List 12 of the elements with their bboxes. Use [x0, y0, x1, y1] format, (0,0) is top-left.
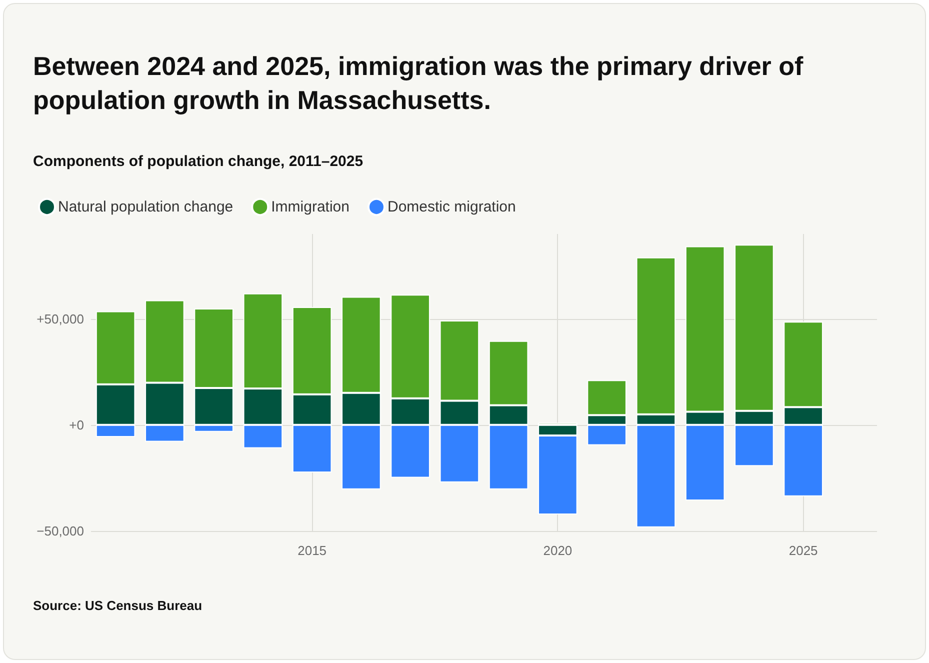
legend-label: Domestic migration — [387, 198, 516, 216]
chart-title: Between 2024 and 2025, immigration was the primary driver of population growth in Massachusetts. — [33, 50, 804, 117]
x-tick-label: 2020 — [543, 543, 572, 558]
legend-label: Natural population change — [58, 198, 234, 216]
y-tick-label: +50,000 — [36, 311, 84, 326]
source-note: Source: US Census Bureau — [33, 597, 202, 615]
y-tick-label: −50,000 — [36, 524, 84, 538]
chart-subtitle: Components of population change, 2011–2025 — [33, 153, 364, 171]
y-tick-label: +0 — [69, 417, 84, 432]
x-tick-label: 2025 — [788, 543, 818, 558]
x-tick-label: 2015 — [298, 543, 327, 558]
legend-label: Immigration — [271, 198, 350, 216]
